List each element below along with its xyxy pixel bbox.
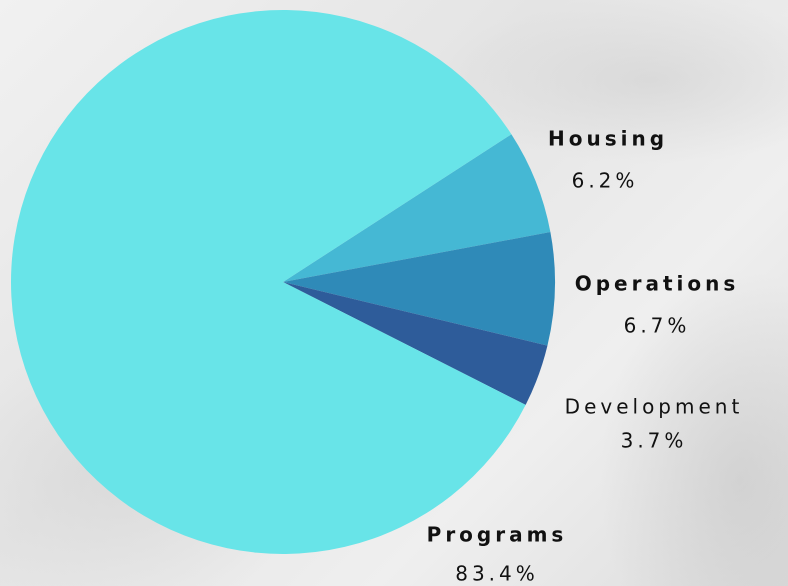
pie-slice — [283, 134, 551, 282]
pie-slice — [283, 282, 548, 405]
slice-value: 6.2% — [572, 169, 639, 193]
slice-value: 83.4% — [455, 562, 539, 586]
slice-value: 6.7% — [624, 314, 691, 338]
slice-label: Development — [565, 395, 744, 419]
pie-slice — [10, 9, 526, 554]
slice-label: Housing — [548, 127, 668, 151]
slice-value: 3.7% — [621, 429, 688, 453]
slice-label: Programs — [427, 523, 568, 547]
pie-slice — [283, 232, 555, 346]
slice-label: Operations — [575, 272, 740, 296]
